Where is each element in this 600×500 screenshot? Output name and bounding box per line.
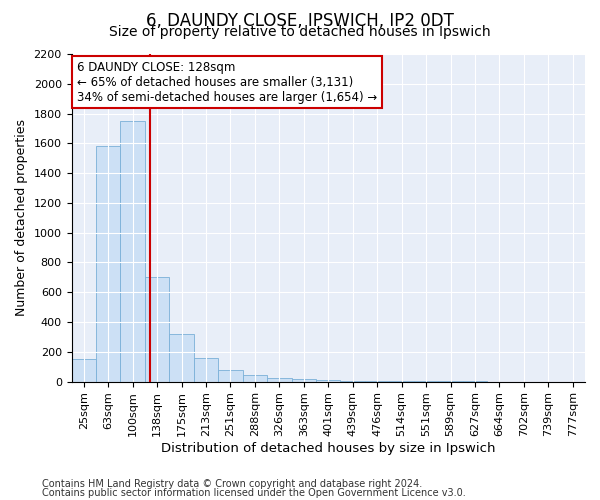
- Bar: [194, 358, 218, 382]
- Bar: [340, 381, 365, 382]
- Text: 6, DAUNDY CLOSE, IPSWICH, IP2 0DT: 6, DAUNDY CLOSE, IPSWICH, IP2 0DT: [146, 12, 454, 30]
- Text: Size of property relative to detached houses in Ipswich: Size of property relative to detached ho…: [109, 25, 491, 39]
- Bar: [145, 278, 169, 382]
- Bar: [267, 378, 292, 382]
- Bar: [71, 360, 96, 382]
- Bar: [96, 146, 121, 382]
- Bar: [242, 375, 267, 382]
- Bar: [292, 378, 316, 382]
- Text: Contains public sector information licensed under the Open Government Licence v3: Contains public sector information licen…: [42, 488, 466, 498]
- Text: 6 DAUNDY CLOSE: 128sqm
← 65% of detached houses are smaller (3,131)
34% of semi-: 6 DAUNDY CLOSE: 128sqm ← 65% of detached…: [77, 60, 377, 104]
- Bar: [218, 370, 242, 382]
- X-axis label: Distribution of detached houses by size in Ipswich: Distribution of detached houses by size …: [161, 442, 496, 455]
- Text: Contains HM Land Registry data © Crown copyright and database right 2024.: Contains HM Land Registry data © Crown c…: [42, 479, 422, 489]
- Bar: [169, 334, 194, 382]
- Y-axis label: Number of detached properties: Number of detached properties: [15, 120, 28, 316]
- Bar: [316, 380, 340, 382]
- Bar: [121, 121, 145, 382]
